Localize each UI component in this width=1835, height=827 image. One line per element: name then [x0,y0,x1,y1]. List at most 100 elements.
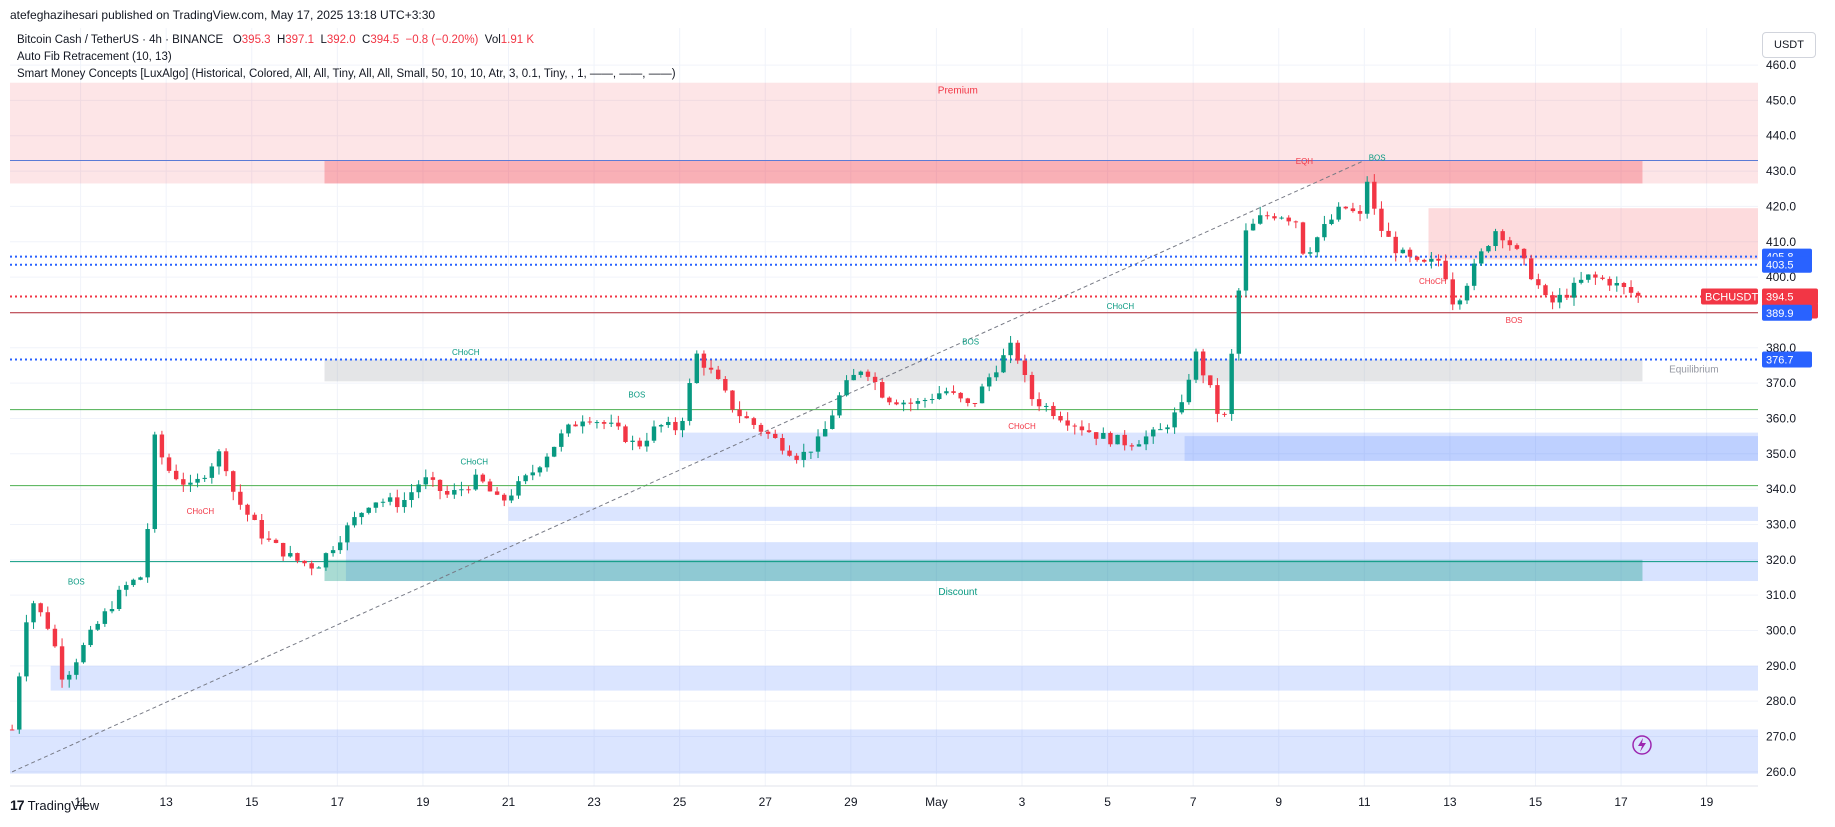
low-value: 392.0 [326,34,356,46]
tradingview-branding[interactable]: 17 TradingView [10,797,99,813]
lightning-icon [1632,735,1652,755]
tradingview-logo-icon: 17 [10,797,25,813]
candle-body [673,421,678,431]
candle-body [288,553,293,557]
candle-body [1422,259,1427,262]
zone-discount [324,559,1643,582]
candle-body [780,437,785,451]
candle-body [794,455,799,460]
candle-body [837,395,842,416]
candle-body [1536,279,1541,286]
candle-body [937,393,942,400]
candle-body [1122,434,1127,446]
candle-body [566,424,571,434]
candle-body [66,674,72,680]
candle-body [1521,248,1527,259]
candle-body [601,422,607,424]
structure-label: Premium [938,85,978,96]
candle-body [138,577,143,580]
candle-body [1193,351,1199,380]
candle-body [530,472,535,476]
candle-body [38,603,43,613]
y-tick-label: 310.0 [1766,588,1796,602]
candle-body [124,585,129,590]
symbol-description[interactable]: Bitcoin Cash / TetherUS · 4h · BINANCE [17,34,224,46]
y-tick-label: 260.0 [1766,765,1796,779]
symbol-legend: Bitcoin Cash / TetherUS · 4h · BINANCE O… [17,34,534,46]
candle-body [715,369,721,380]
candle-body [865,371,871,377]
candle-body [880,382,885,398]
candle-body [45,612,51,629]
candle-body [109,609,115,612]
candle-body [1571,282,1577,298]
indicator-smc-legend[interactable]: Smart Money Concepts [LuxAlgo] (Historic… [17,68,676,80]
x-tick-label: 3 [1019,795,1026,809]
candle-body [1029,375,1035,400]
candle-body [466,489,471,491]
currency-button[interactable]: USDT [1762,32,1816,58]
candle-body [1179,402,1184,413]
candle-body [1015,342,1020,361]
candle-body [1322,224,1327,238]
candle-body [238,491,243,505]
candle-body [245,504,250,515]
candle-body [544,456,550,468]
candle-body [1400,249,1406,254]
candle-body [380,501,386,503]
candle-body [345,525,350,543]
candle-body [359,512,364,518]
lightning-icon-bolt [1638,738,1646,752]
candle-body [1250,223,1256,231]
zone-bull-ob [508,506,1759,521]
change-value: −0.8 (−0.20%) [405,34,479,46]
structure-label: CHoCH [1107,302,1135,311]
structure-label: BOS [962,337,979,346]
candle-body [630,440,635,442]
candle-body [188,482,193,485]
candle-body [473,474,478,490]
price-badge-label: 394.5 [1766,292,1794,304]
candle-body [1493,231,1498,247]
candle-body [958,392,963,399]
y-tick-label: 400.0 [1766,270,1796,284]
structure-label: BOS [628,390,645,399]
candle-body [1386,230,1391,237]
price-badge [1762,351,1812,368]
zone-bull-ob [10,729,1758,774]
y-tick-label: 380.0 [1766,341,1796,355]
candle-body [116,589,122,610]
indicator-fib-legend[interactable]: Auto Fib Retracement (10, 13) [17,51,172,63]
candle-body [559,433,564,447]
candle-body [1393,236,1398,254]
candle-body [1514,245,1520,249]
candle-body [858,371,864,375]
y-tick-label: 370.0 [1766,376,1796,390]
candle-body [986,377,992,387]
candle-body [1507,240,1513,246]
price-badge-label: 403.5 [1766,260,1794,272]
candle-body [231,471,236,492]
structure-label: CHoCH [460,457,488,466]
x-tick-label: 23 [587,795,601,809]
zone-bear-ob [1428,208,1758,260]
y-tick-label: 450.0 [1766,93,1796,107]
zone-bull-ob [679,432,1758,461]
y-tick-label: 280.0 [1766,694,1796,708]
candle-body [594,422,600,424]
candle-body [1414,256,1420,260]
candle-body [580,421,585,427]
candle-body [623,426,628,442]
y-axis: 260.0 270.0 280.0 290.0 300.0 310.0 320.0 330.0… [1766,58,1796,779]
candle-body [373,502,379,508]
zone-premium-band [10,82,1758,184]
candle-body [273,539,279,543]
candle-body [1307,252,1313,254]
candle-body [480,474,486,482]
candle-body [523,475,528,482]
publisher-line: atefeghazihesari published on TradingVie… [10,8,436,22]
candle-body [1443,260,1448,280]
candle-body [1372,181,1377,209]
